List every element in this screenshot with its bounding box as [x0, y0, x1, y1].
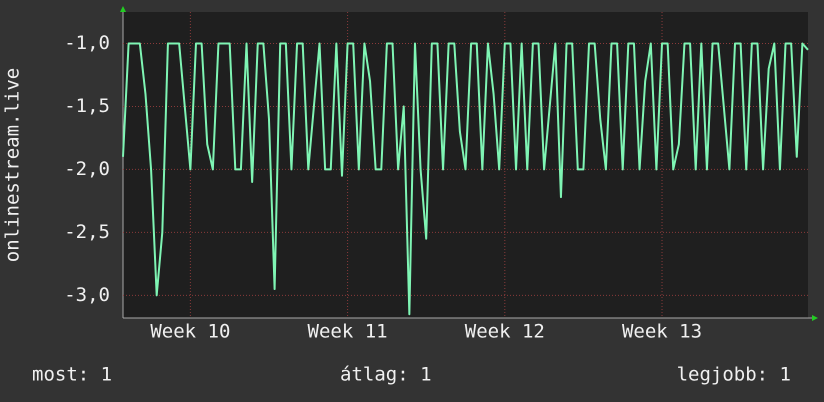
x-tick-label: Week 11	[308, 321, 388, 343]
x-tick-label: Week 12	[465, 321, 545, 343]
x-axis-arrow	[812, 315, 818, 321]
y-tick-label: -2,5	[64, 221, 110, 243]
stat-current: most: 1	[32, 364, 112, 386]
stat-best: legjobb: 1	[677, 364, 791, 386]
y-tick-label: -1,5	[64, 95, 110, 117]
x-tick-label: Week 13	[622, 321, 702, 343]
y-tick-label: -3,0	[64, 284, 110, 306]
x-tick-label: Week 10	[150, 321, 230, 343]
y-tick-label: -2,0	[64, 158, 110, 180]
y-axis-label: onlinestream.live	[2, 68, 24, 262]
y-tick-label: -1,0	[64, 32, 110, 54]
data-line	[122, 42, 809, 316]
stat-average: átlag: 1	[340, 364, 432, 386]
y-axis-arrow	[120, 6, 126, 12]
